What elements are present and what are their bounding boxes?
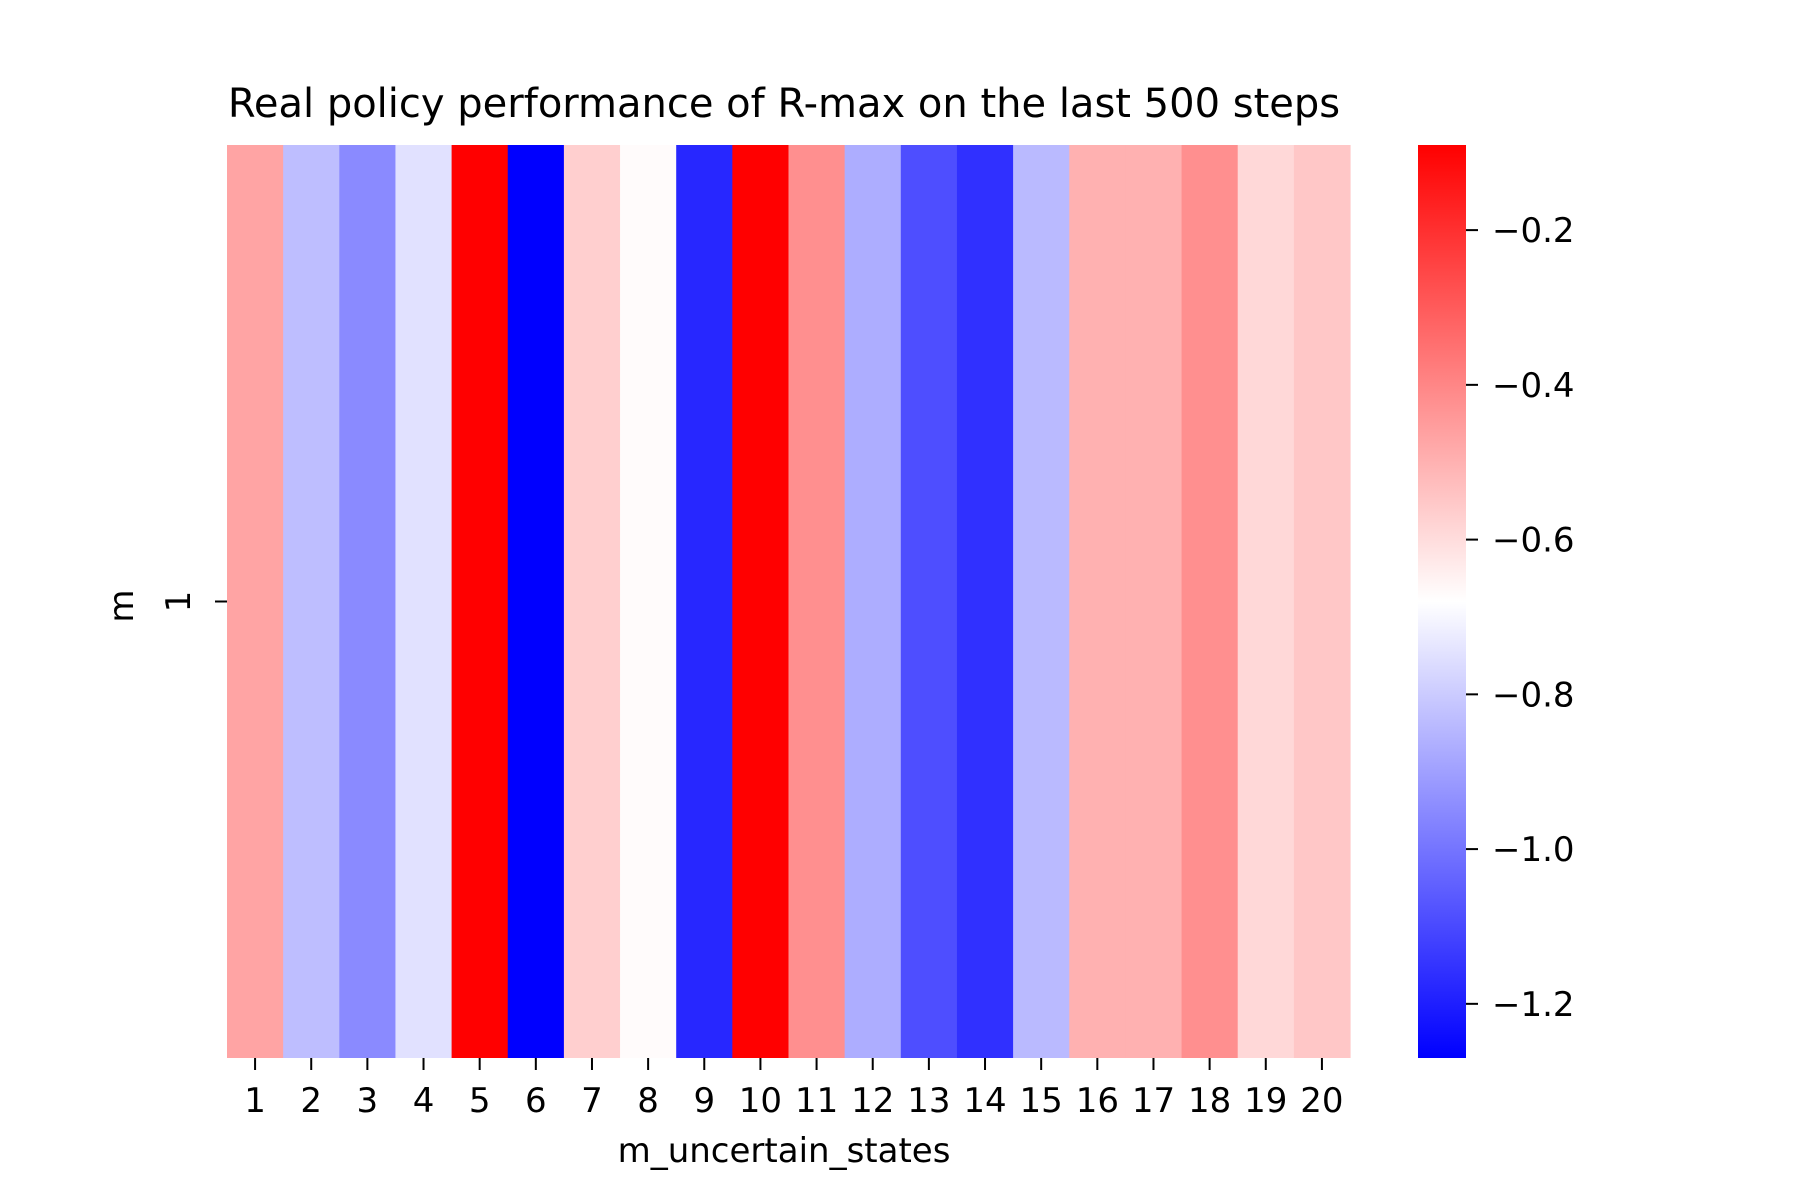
x-tick-label: 6 [525, 1081, 547, 1121]
x-tick-label: 8 [637, 1081, 659, 1121]
heatmap-cell [1237, 145, 1295, 1058]
colorbar-ticks: −0.2 −0.4 −0.6 −0.8 −1.0 −1.2 [1466, 211, 1575, 1025]
heatmap-cell [395, 145, 453, 1058]
colorbar-tick-label: −0.2 [1492, 211, 1575, 251]
x-tick-label: 4 [413, 1081, 435, 1121]
heatmap-cell [1013, 145, 1070, 1058]
y-tick-label: 1 [159, 591, 199, 613]
x-tick-label: 5 [469, 1081, 491, 1121]
colorbar-tick-label: −0.6 [1492, 521, 1575, 561]
x-tick-label: 17 [1132, 1081, 1175, 1121]
colorbar-tick-label: −1.2 [1492, 985, 1575, 1025]
x-axis-ticks: 1 2 3 4 5 6 7 8 9 10 11 12 13 14 15 16 17 18 19 20 [244, 1058, 1344, 1121]
x-tick-label: 2 [300, 1081, 322, 1121]
colorbar-tick-label: −0.4 [1492, 366, 1575, 406]
heatmap-cell [507, 145, 565, 1058]
heatmap-cell [956, 145, 1014, 1058]
colorbar-tick-label: −0.8 [1492, 675, 1575, 715]
heatmap-cell [732, 145, 790, 1058]
heatmap-cell [1125, 145, 1183, 1058]
x-tick-label: 14 [963, 1081, 1006, 1121]
heatmap-cell [676, 145, 733, 1058]
x-tick-label: 15 [1020, 1081, 1063, 1121]
heatmap-cell [283, 145, 340, 1058]
x-tick-label: 13 [907, 1081, 950, 1121]
heatmap-cell [1181, 145, 1239, 1058]
heatmap-cell [563, 145, 621, 1058]
heatmap-cell [227, 145, 284, 1058]
x-tick-label: 9 [693, 1081, 715, 1121]
x-tick-label: 16 [1076, 1081, 1119, 1121]
heatmap-cell [1069, 145, 1126, 1058]
x-tick-label: 11 [795, 1081, 838, 1121]
x-tick-label: 10 [739, 1081, 782, 1121]
x-tick-label: 7 [581, 1081, 603, 1121]
x-tick-label: 20 [1300, 1081, 1343, 1121]
heatmap-cell [339, 145, 397, 1058]
x-tick-label: 3 [357, 1081, 379, 1121]
colorbar [1418, 145, 1466, 1058]
x-tick-label: 1 [244, 1081, 266, 1121]
y-axis-ticks: 1 [159, 591, 227, 613]
heatmap-cell [451, 145, 509, 1058]
colorbar-tick-label: −1.0 [1492, 830, 1575, 870]
x-tick-label: 19 [1244, 1081, 1287, 1121]
heatmap-cells [227, 145, 1351, 1058]
heatmap-cell [844, 145, 902, 1058]
heatmap-cell [1293, 145, 1351, 1058]
x-tick-label: 18 [1188, 1081, 1231, 1121]
x-axis-label: m_uncertain_states [618, 1131, 951, 1171]
x-tick-label: 12 [851, 1081, 894, 1121]
heatmap-cell [900, 145, 958, 1058]
chart-title: Real policy performance of R-max on the … [228, 81, 1340, 127]
heatmap-cell [620, 145, 677, 1058]
y-axis-label: m [102, 589, 142, 622]
heatmap-cell [788, 145, 846, 1058]
